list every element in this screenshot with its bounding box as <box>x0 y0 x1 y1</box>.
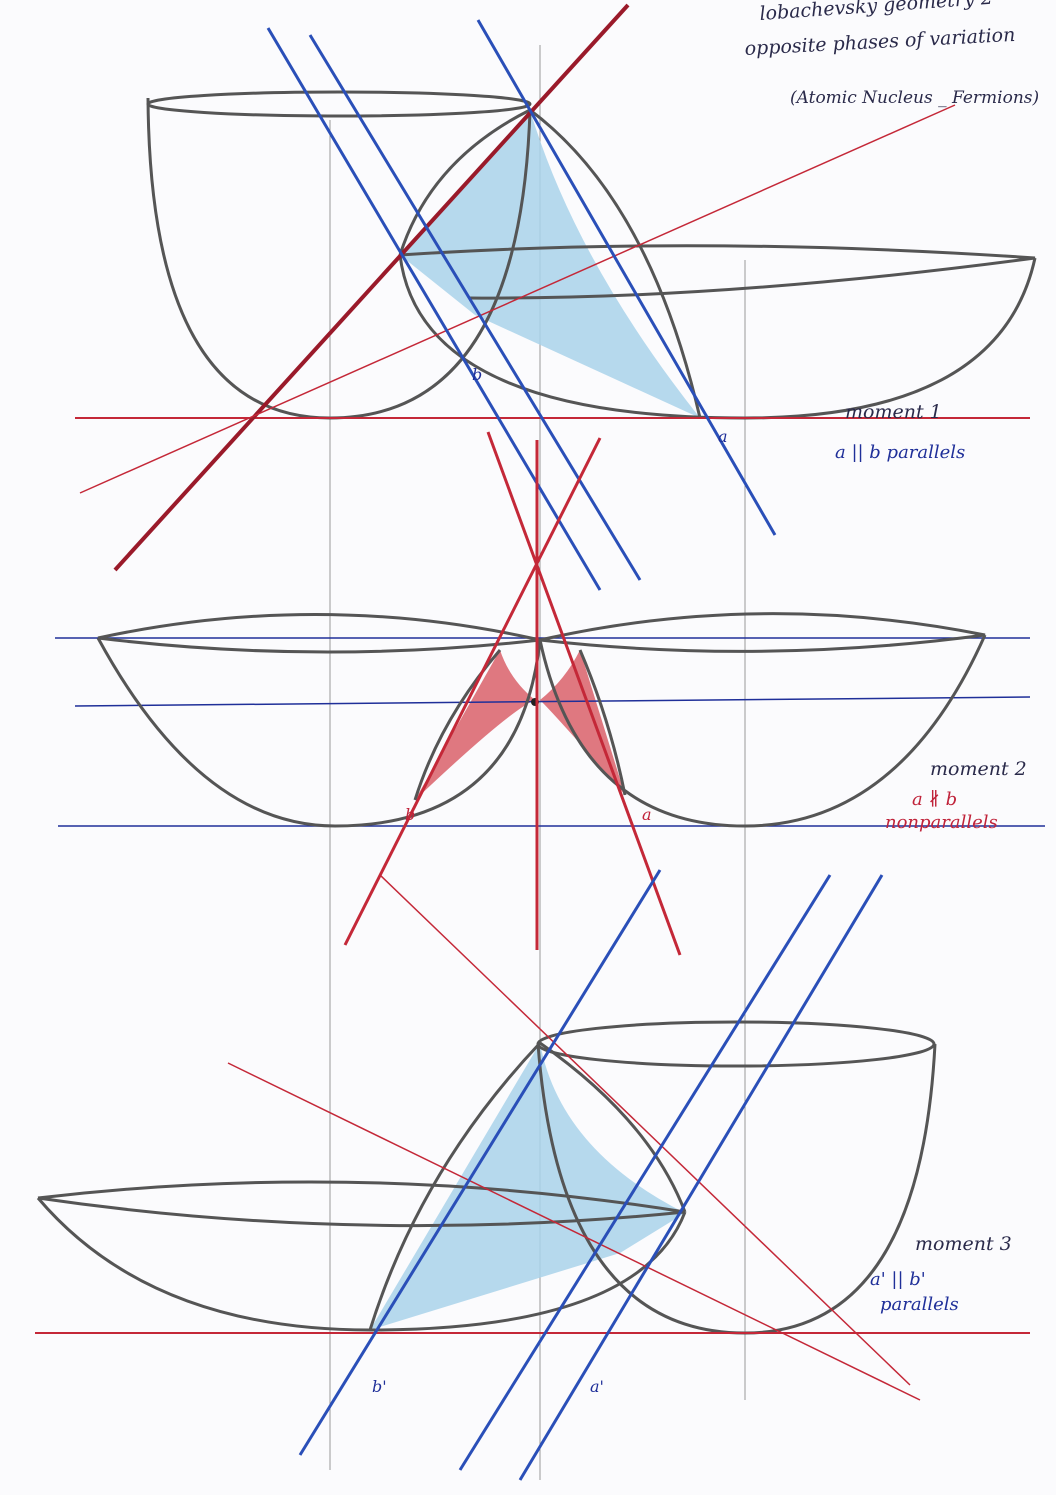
arc <box>398 108 702 419</box>
relation: a || b parallels <box>835 442 965 463</box>
red-line <box>79 104 956 494</box>
line-a <box>458 874 832 1471</box>
relation: a' || b' <box>870 1269 926 1290</box>
red-line <box>379 874 911 1386</box>
shaded-region <box>400 110 700 418</box>
point-label: b <box>472 365 482 384</box>
point-label: a <box>718 427 728 446</box>
relation: nonparallels <box>885 812 998 833</box>
point-label: b' <box>372 1377 387 1396</box>
arc <box>368 1041 687 1331</box>
moment-title: moment 1 <box>845 401 942 423</box>
moment-title: moment 2 <box>930 758 1027 780</box>
shaded-region <box>415 650 625 800</box>
line-a <box>476 19 777 536</box>
note: (Atomic Nucleus _ Fermions) <box>790 88 1039 108</box>
point-label: a' <box>590 1377 604 1396</box>
moment-title: moment 3 <box>915 1233 1012 1255</box>
relation: a ∦ b <box>912 789 957 810</box>
bowl <box>96 637 542 828</box>
bowl <box>538 634 987 828</box>
line-b <box>298 869 662 1456</box>
red-line <box>227 1062 921 1401</box>
shaded-region <box>370 1043 685 1330</box>
line <box>518 874 884 1481</box>
point-label: b <box>405 805 415 824</box>
relation: parallels <box>880 1294 959 1315</box>
line-a <box>486 431 682 956</box>
red-line <box>113 3 630 572</box>
point-label: a <box>642 805 652 824</box>
line <box>308 34 642 581</box>
line-b <box>266 27 602 591</box>
blue-line <box>74 696 1031 707</box>
line-b <box>343 437 602 946</box>
